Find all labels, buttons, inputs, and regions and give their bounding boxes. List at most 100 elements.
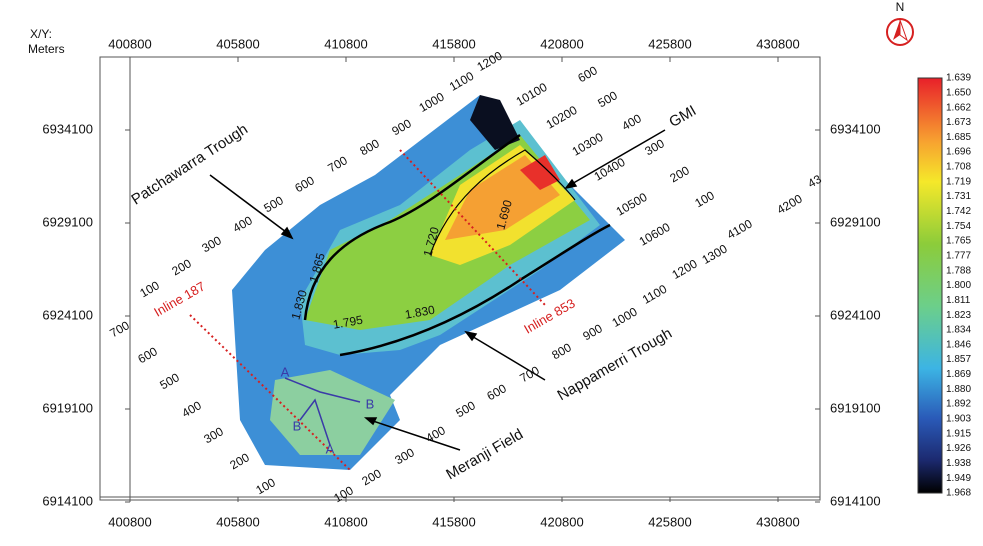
line-label: 300 [392,445,417,467]
y-tick-label-right: 6934100 [830,121,881,136]
line-label: 300 [201,424,226,446]
arrows [209,129,666,451]
colorbar-label: 1.639 [946,73,971,84]
colorbar-label: 1.811 [946,295,971,306]
line-label: 600 [484,381,509,403]
well-label: B [293,418,302,433]
line-label: 700 [325,153,350,175]
inline-lines [189,149,546,471]
seismic-surface [232,95,625,470]
colorbar-label: 1.857 [946,354,971,365]
x-tick-label-bottom: 410800 [324,514,367,529]
colorbar-label: 1.800 [946,280,971,291]
colorbar-label: 1.869 [946,369,971,380]
annotation: Patchawarra Trough [128,121,251,209]
colorbar-label: 1.892 [946,399,971,410]
colorbar-label: 1.846 [946,339,971,350]
colorbar-label: 1.834 [946,325,971,336]
colorbar-label: 1.938 [946,458,971,469]
line-label: 300 [642,136,667,158]
x-tick-label-top: 400800 [108,36,151,51]
line-label: 10500 [614,190,650,219]
line-label: 10100 [514,80,550,109]
y-tick-label-left: 6914100 [42,493,93,508]
line-label: 300 [199,233,224,255]
contour-label: 1.830 [404,303,436,322]
line-label: 500 [595,88,620,110]
y-tick-label-left: 6934100 [42,121,93,136]
line-label: 100 [692,188,717,210]
colorbar-label: 1.650 [946,87,971,98]
colorbar-label: 1.742 [946,206,971,217]
y-tick-label-right: 6929100 [830,214,881,229]
line-label: 200 [359,466,384,488]
colorbar-label: 1.662 [946,102,971,113]
x-tick-label-bottom: 405800 [216,514,259,529]
x-tick-label-bottom: 425800 [648,514,691,529]
line-label: 900 [389,116,414,138]
well-label: A [281,364,290,379]
line-label: 400 [423,423,448,445]
line-label: 10200 [544,103,580,132]
line-label: 1000 [417,89,447,115]
y-tick-label-left: 6929100 [42,214,93,229]
line-label: 200 [227,450,252,472]
line-label: 400 [230,213,255,235]
line-label: 500 [261,193,286,215]
colorbar-label: 1.823 [946,310,971,321]
line-label: 100 [253,475,278,497]
line-label: 200 [667,163,692,185]
line-label: 10400 [592,155,628,184]
well-label: A [326,441,335,456]
x-tick-label-top: 425800 [648,36,691,51]
line-label: 800 [549,340,574,362]
line-label: 1000 [610,304,640,330]
colorbar-label: 1.765 [946,236,971,247]
x-tick-label-top: 415800 [432,36,475,51]
line-label: 200 [169,256,194,278]
line-label: 10300 [570,130,606,159]
annotation: Nappamerri Trough [555,325,675,404]
x-tick-label-bottom: 430800 [756,514,799,529]
line-label: 600 [135,344,160,366]
line-label: 4200 [775,191,805,217]
line-label: 500 [453,398,478,420]
x-tick-label-bottom: 420800 [540,514,583,529]
y-tick-label-right: 6914100 [830,493,881,508]
x-tick-label-bottom: 400800 [108,514,151,529]
x-tick-label-top: 420800 [540,36,583,51]
annotation: GMI [666,102,699,131]
x-tick-label-top: 405800 [216,36,259,51]
line-label: 100 [331,483,356,505]
annotation: Inline 187 [151,278,207,319]
colorbar-label: 1.968 [946,488,971,499]
line-label: 800 [357,136,382,158]
colorbar-label: 1.880 [946,384,971,395]
line-label: 600 [292,173,317,195]
colorbar-label: 1.696 [946,147,971,158]
line-label: 400 [179,398,204,420]
colorbar-label: 1.915 [946,428,971,439]
wells [284,377,361,446]
colorbar-label: 1.926 [946,443,971,454]
north-label: N [896,0,905,14]
colorbar-label: 1.719 [946,176,971,187]
line-label: 1200 [670,256,700,282]
line-label: 400 [619,111,644,133]
line-label: 1200 [475,48,505,74]
y-tick-label-right: 6924100 [830,307,881,322]
colorbar [917,77,943,494]
x-tick-label-bottom: 415800 [432,514,475,529]
line-label: 1300 [700,241,730,267]
annotation: Meranji Field [443,426,526,484]
well-label: B [366,396,375,411]
line-label: 500 [157,370,182,392]
y-tick-label-right: 6919100 [830,400,881,415]
colorbar-label: 1.708 [946,162,971,173]
colorbar-label: 1.673 [946,117,971,128]
xy-label: X/Y: [30,27,52,41]
line-label: 43 [805,172,824,191]
x-tick-label-top: 410800 [324,36,367,51]
